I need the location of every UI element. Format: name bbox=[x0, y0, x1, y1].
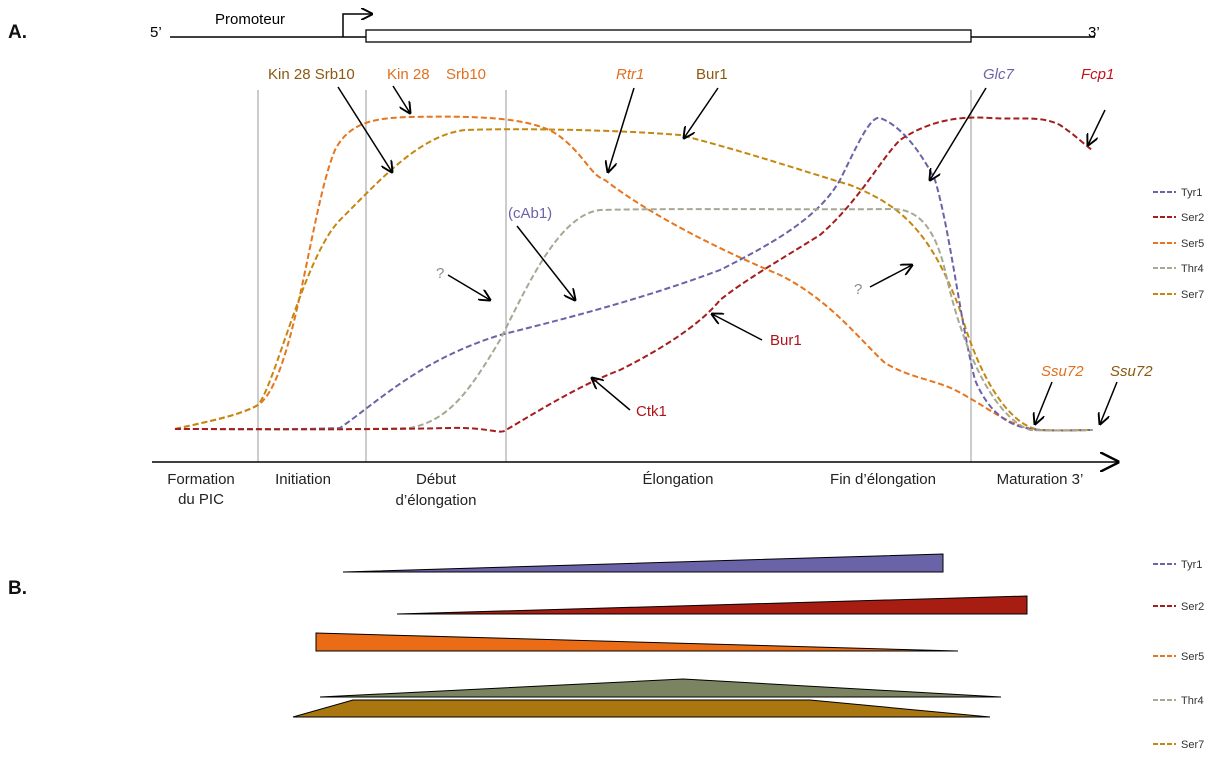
arrow-fcp1 bbox=[1088, 109, 1106, 145]
legend-panel-b: Tyr1 Ser2 Ser5 Thr4 Ser7 bbox=[1153, 559, 1204, 751]
arrow-question-2 bbox=[869, 265, 912, 288]
stage-formation-2: du PIC bbox=[178, 491, 224, 508]
label-question-1: ? bbox=[436, 265, 444, 282]
panel-b-label: B. bbox=[8, 578, 27, 599]
arrow-ssu72-a bbox=[1035, 381, 1053, 424]
wedge-tyr1 bbox=[342, 553, 944, 573]
stage-maturation: Maturation 3’ bbox=[997, 471, 1084, 488]
curve-thr4 bbox=[174, 207, 1094, 432]
curve-ser2 bbox=[174, 116, 1093, 433]
legend-b-tyr1-label: Tyr1 bbox=[1181, 559, 1202, 571]
label-ctk1: Ctk1 bbox=[636, 403, 667, 420]
panel-b-wedges bbox=[292, 553, 1028, 718]
stage-initiation: Initiation bbox=[275, 471, 331, 488]
legend-a-ser7-label: Ser7 bbox=[1181, 289, 1204, 301]
three-prime-label: 3’ bbox=[1088, 24, 1100, 41]
legend-b-ser2-label: Ser2 bbox=[1181, 601, 1204, 613]
wedge-thr4 bbox=[319, 678, 1002, 698]
curve-ser7 bbox=[174, 128, 1094, 432]
label-bur1-mid: Bur1 bbox=[770, 332, 802, 349]
arrow-bur1-top bbox=[684, 87, 719, 138]
annotation-arrows bbox=[337, 85, 1118, 424]
legend-b-ser5-label: Ser5 bbox=[1181, 651, 1204, 663]
stage-labels: Formation du PIC Initiation Début d’élon… bbox=[167, 471, 1083, 509]
legend-a-ser2-label: Ser2 bbox=[1181, 212, 1204, 224]
legend-a-ser5-label: Ser5 bbox=[1181, 238, 1204, 250]
stage-separators bbox=[257, 90, 972, 462]
enzyme-annotations: Kin 28 Srb10 Kin 28 Srb10 Rtr1 Bur1 Glc7… bbox=[268, 66, 1153, 420]
curve-tyr1 bbox=[174, 116, 1094, 432]
stage-formation-1: Formation bbox=[167, 471, 235, 488]
promoter-label: Promoteur bbox=[215, 11, 285, 28]
label-ssu72-b: Ssu72 bbox=[1110, 363, 1153, 380]
wedge-ser7 bbox=[292, 699, 991, 718]
legend-b-thr4-label: Thr4 bbox=[1181, 695, 1204, 707]
tss-arrow bbox=[342, 14, 372, 37]
legend-a-thr4-label: Thr4 bbox=[1181, 263, 1204, 275]
stage-debut-1: Début bbox=[416, 471, 457, 488]
wedge-ser2 bbox=[396, 595, 1028, 615]
arrow-glc7 bbox=[930, 87, 987, 180]
legend-panel-a: Tyr1 Ser2 Ser5 Thr4 Ser7 bbox=[1153, 187, 1204, 301]
stage-elongation: Élongation bbox=[643, 471, 714, 488]
label-ssu72-a: Ssu72 bbox=[1041, 363, 1084, 380]
legend-a-tyr1-label: Tyr1 bbox=[1181, 187, 1202, 199]
phosphorylation-curves bbox=[174, 115, 1094, 433]
curve-ser5 bbox=[174, 115, 1094, 432]
gene-schematic: 5’ Promoteur 3’ bbox=[150, 11, 1100, 43]
legend-b-ser7-label: Ser7 bbox=[1181, 739, 1204, 751]
label-srb10: Srb10 bbox=[446, 66, 486, 83]
gene-body-box bbox=[365, 29, 972, 43]
label-cab1: (cAb1) bbox=[508, 205, 552, 222]
label-kin28-srb10-a: Kin 28 Srb10 bbox=[268, 66, 355, 83]
arrow-bur1-mid bbox=[712, 314, 763, 341]
label-rtr1: Rtr1 bbox=[616, 66, 644, 83]
five-prime-label: 5’ bbox=[150, 24, 162, 41]
label-glc7: Glc7 bbox=[983, 66, 1015, 83]
arrow-cab1 bbox=[516, 225, 575, 300]
arrow-ssu72-b bbox=[1100, 381, 1118, 424]
wedge-ser5 bbox=[315, 632, 959, 652]
arrow-kin28 bbox=[392, 85, 410, 113]
stage-debut-2: d’élongation bbox=[396, 492, 477, 509]
stage-fin-elongation: Fin d’élongation bbox=[830, 471, 936, 488]
label-question-2: ? bbox=[854, 281, 862, 298]
label-bur1-top: Bur1 bbox=[696, 66, 728, 83]
arrow-kin28-srb10-a bbox=[337, 86, 392, 172]
arrow-question-1 bbox=[447, 274, 490, 300]
label-fcp1: Fcp1 bbox=[1081, 66, 1114, 83]
label-kin28: Kin 28 bbox=[387, 66, 430, 83]
arrow-ctk1 bbox=[592, 378, 631, 411]
arrow-rtr1 bbox=[608, 87, 635, 172]
panel-a-label: A. bbox=[8, 22, 27, 43]
